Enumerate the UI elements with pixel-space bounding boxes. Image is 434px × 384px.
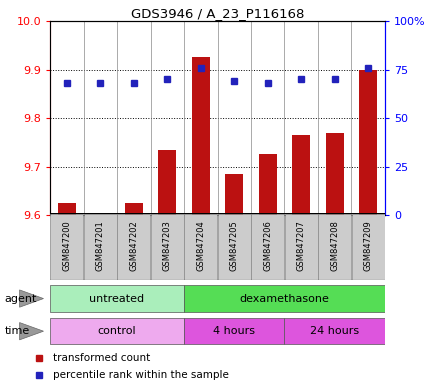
- Bar: [191, 58, 210, 215]
- Bar: [50, 214, 83, 280]
- Title: GDS3946 / A_23_P116168: GDS3946 / A_23_P116168: [131, 7, 303, 20]
- Bar: [291, 135, 310, 215]
- Bar: [50, 285, 184, 312]
- Bar: [84, 214, 116, 280]
- Text: GSM847204: GSM847204: [196, 220, 205, 271]
- Text: GSM847207: GSM847207: [296, 220, 305, 271]
- Text: agent: agent: [4, 293, 36, 304]
- Bar: [258, 154, 276, 215]
- Text: dexamethasone: dexamethasone: [239, 293, 329, 304]
- Bar: [151, 214, 183, 280]
- Text: transformed count: transformed count: [53, 353, 150, 363]
- Bar: [117, 214, 150, 280]
- Text: GSM847209: GSM847209: [363, 220, 372, 271]
- Bar: [358, 70, 377, 215]
- Bar: [325, 132, 343, 215]
- Bar: [284, 214, 317, 280]
- Text: 4 hours: 4 hours: [213, 326, 255, 336]
- Bar: [251, 214, 283, 280]
- Text: time: time: [4, 326, 30, 336]
- Text: control: control: [98, 326, 136, 336]
- Text: GSM847208: GSM847208: [329, 220, 339, 271]
- Text: GSM847203: GSM847203: [162, 220, 171, 271]
- Bar: [158, 150, 176, 215]
- Bar: [57, 203, 76, 215]
- Text: GSM847200: GSM847200: [62, 220, 71, 271]
- Polygon shape: [20, 290, 43, 307]
- Text: GSM847201: GSM847201: [95, 220, 105, 271]
- Text: GSM847205: GSM847205: [229, 220, 238, 271]
- Bar: [124, 204, 143, 215]
- Bar: [184, 285, 384, 312]
- Bar: [50, 318, 184, 344]
- Bar: [184, 214, 217, 280]
- Text: 24 hours: 24 hours: [309, 326, 358, 336]
- Bar: [217, 214, 250, 280]
- Bar: [284, 318, 384, 344]
- Bar: [224, 174, 243, 215]
- Polygon shape: [20, 323, 43, 340]
- Bar: [351, 214, 384, 280]
- Text: GSM847206: GSM847206: [263, 220, 272, 271]
- Text: GSM847202: GSM847202: [129, 220, 138, 271]
- Text: untreated: untreated: [89, 293, 144, 304]
- Bar: [184, 318, 284, 344]
- Bar: [318, 214, 350, 280]
- Text: percentile rank within the sample: percentile rank within the sample: [53, 370, 229, 381]
